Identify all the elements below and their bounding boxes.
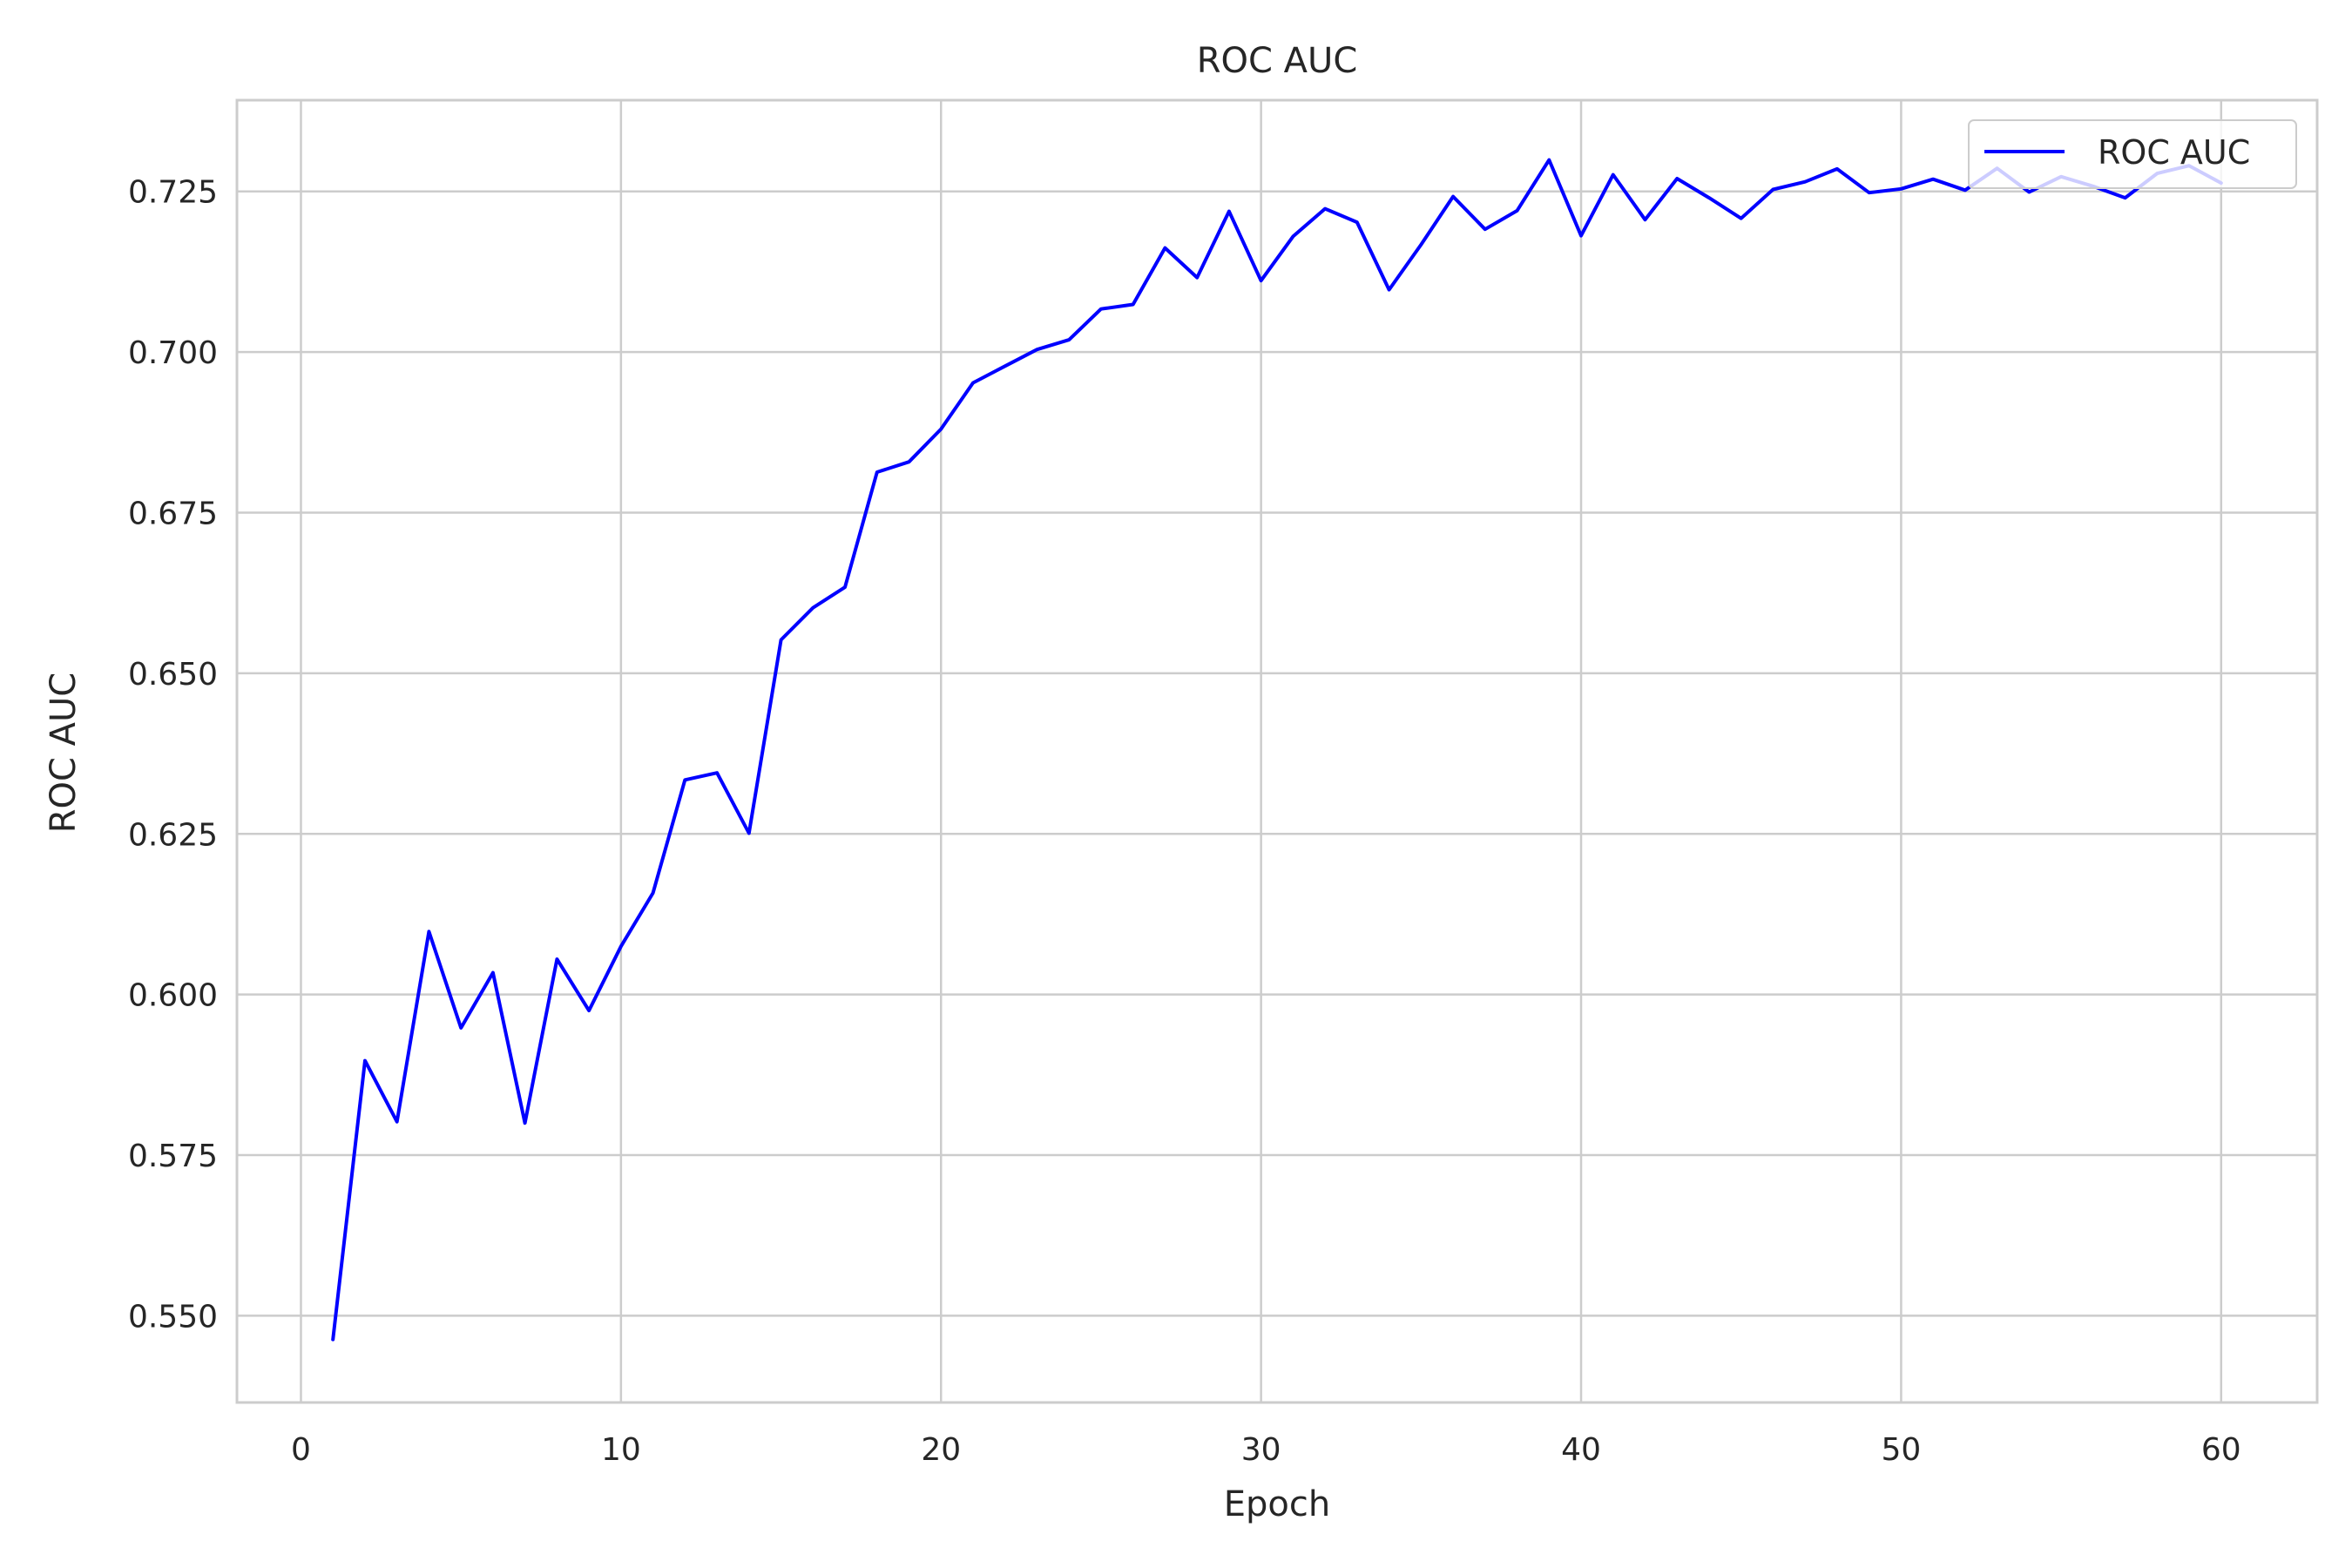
y-tick-label: 0.675 — [128, 497, 218, 532]
y-tick-label: 0.725 — [128, 175, 218, 211]
x-tick-label: 0 — [291, 1432, 311, 1468]
y-tick-label: 0.625 — [128, 817, 218, 853]
y-axis-label: ROC AUC — [44, 672, 84, 834]
x-tick-label: 40 — [1561, 1432, 1601, 1468]
legend-box — [1968, 119, 2297, 189]
series-line-roc-auc — [331, 158, 2223, 1342]
chart-title: ROC AUC — [1197, 41, 1358, 81]
grid — [237, 100, 2317, 1402]
x-axis-label: Epoch — [1224, 1484, 1330, 1524]
legend: ROC AUC — [1968, 119, 2297, 189]
x-tick-label: 20 — [921, 1432, 961, 1468]
y-tick-label: 0.700 — [128, 335, 218, 371]
y-tick-label: 0.650 — [128, 657, 218, 693]
tick-labels: 0 10 20 30 40 50 60 0.550 0.575 0.600 0.625 0.650 0.… — [128, 175, 2241, 1468]
y-tick-label: 0.575 — [128, 1139, 218, 1174]
x-tick-label: 50 — [1881, 1432, 1921, 1468]
series-layer — [331, 158, 2223, 1342]
plot-frame — [235, 98, 2319, 1404]
x-tick-label: 60 — [2201, 1432, 2241, 1468]
legend-label: ROC AUC — [2098, 133, 2250, 172]
x-tick-label: 30 — [1241, 1432, 1281, 1468]
y-tick-label: 0.550 — [128, 1299, 218, 1335]
x-tick-label: 10 — [601, 1432, 641, 1468]
axes-spines — [235, 98, 2319, 1404]
y-tick-label: 0.600 — [128, 978, 218, 1014]
